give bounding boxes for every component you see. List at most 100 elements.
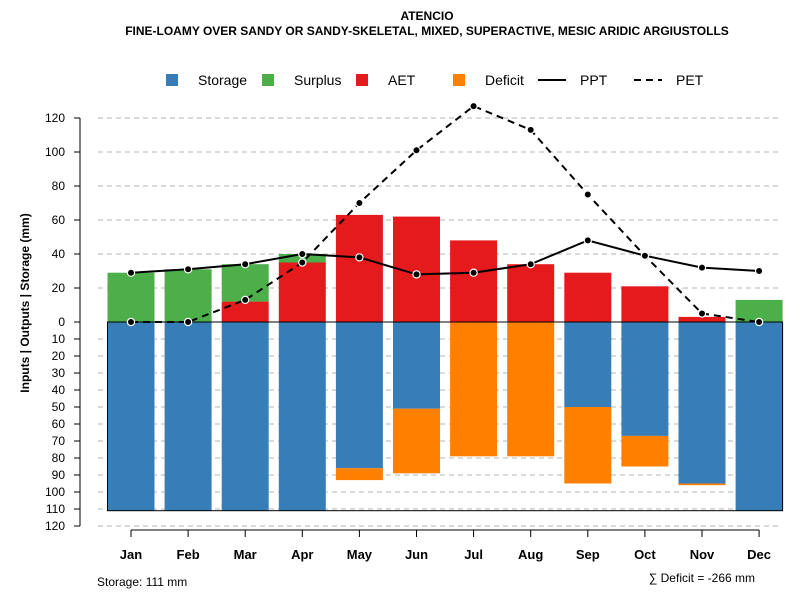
y-tick-label: 110: [46, 502, 65, 516]
y-tick-label: 20: [52, 281, 66, 295]
storage-bar: [678, 322, 726, 484]
legend-swatch-surplus: [262, 74, 274, 86]
y-tick-label: 0: [58, 315, 65, 329]
surplus-bar: [735, 299, 783, 322]
chart-title: ATENCIO: [400, 9, 453, 23]
x-tick-label: Jul: [464, 547, 483, 562]
y-tick-label: 90: [52, 468, 66, 482]
y-tick-label: 60: [52, 417, 66, 431]
x-tick-label: May: [347, 547, 373, 562]
storage-bar: [221, 322, 269, 511]
x-tick-label: Apr: [291, 547, 313, 562]
x-tick-label: Mar: [234, 547, 257, 562]
deficit-bar: [621, 435, 669, 467]
storage-bar: [107, 322, 155, 511]
x-tick-label: Jan: [120, 547, 142, 562]
legend-label-aet: AET: [388, 72, 416, 88]
legend-swatch-aet: [356, 74, 368, 86]
pet-point: [355, 198, 364, 208]
y-tick-label: 100: [45, 485, 65, 499]
ppt-point: [697, 263, 707, 272]
pet-point: [526, 125, 535, 135]
aet-bar: [621, 286, 669, 322]
ppt-point: [526, 260, 535, 269]
storage-bar: [393, 322, 440, 409]
storage-note: Storage: 111 mm: [97, 575, 187, 589]
pet-point: [697, 309, 707, 318]
surplus-bar: [221, 264, 269, 302]
legend-label-storage: Storage: [198, 72, 247, 88]
y-axis-label: Inputs | Outputs | Storage (mm): [18, 213, 32, 392]
storage-bar: [621, 322, 669, 436]
pet-point: [298, 258, 307, 267]
pet-point: [412, 146, 421, 155]
ppt-point: [355, 253, 364, 262]
y-tick-label: 40: [52, 383, 66, 397]
deficit-bar: [507, 322, 555, 457]
deficit-bar: [335, 468, 383, 481]
surplus-bar: [278, 254, 326, 263]
surplus-bar: [107, 272, 155, 322]
ppt-point: [754, 266, 764, 276]
y-tick-label: 80: [52, 179, 66, 193]
aet-bar: [450, 240, 498, 322]
pet-line: [131, 104, 760, 323]
storage-bar: [278, 322, 326, 511]
x-tick-label: Feb: [177, 547, 200, 562]
aet-bar: [678, 316, 726, 322]
pet-point: [240, 295, 250, 305]
y-tick-label: 60: [52, 213, 66, 227]
y-tick-label: 20: [52, 349, 66, 363]
legend-swatch-storage: [166, 74, 178, 86]
legend-label-ppt: PPT: [580, 72, 608, 88]
y-axis: 0 20 40 60 80 100 120 10 20 30 40 50 60 70 80 90 100 110 1…: [45, 111, 81, 533]
legend: Storage Surplus AET Deficit PPT PET: [166, 72, 704, 88]
ppt-point: [640, 251, 650, 260]
y-tick-label: 70: [52, 434, 66, 448]
y-tick-label: 80: [52, 451, 66, 465]
ppt-point: [126, 268, 136, 277]
pet-point: [469, 101, 478, 111]
aet-bar: [507, 264, 555, 322]
ppt-point: [183, 265, 193, 274]
surplus-bar: [164, 269, 212, 322]
aet-bar: [221, 301, 269, 322]
x-axis: Jan Feb Mar Apr May Jun Jul Aug Sep Oct Nov Dec: [120, 529, 771, 562]
x-tick-label: Oct: [634, 547, 656, 562]
bars: [107, 214, 784, 512]
deficit-bar: [393, 408, 440, 474]
ppt-point: [298, 249, 307, 259]
x-tick-label: Aug: [518, 547, 543, 562]
x-tick-label: Sep: [576, 547, 600, 562]
pet-point: [583, 190, 593, 199]
ppt-point: [240, 260, 250, 269]
deficit-bar: [450, 322, 498, 457]
storage-bar: [564, 322, 612, 407]
aet-bar: [278, 262, 326, 322]
storage-bar: [164, 322, 212, 511]
x-tick-label: Dec: [747, 547, 771, 562]
y-tick-label: 120: [45, 519, 65, 533]
deficit-bar: [678, 483, 726, 486]
aet-bar: [564, 272, 612, 322]
pet-point: [754, 317, 764, 327]
storage-bar: [335, 322, 383, 469]
pet-point: [183, 317, 193, 327]
ppt-point: [469, 268, 478, 277]
y-tick-label: 40: [52, 247, 66, 261]
x-tick-label: Nov: [690, 547, 715, 562]
ppt-line: [130, 239, 760, 276]
y-tick-label: 100: [45, 145, 65, 159]
legend-swatch-deficit: [453, 74, 465, 86]
y-tick-label: 50: [52, 400, 66, 414]
deficit-bar: [564, 407, 612, 484]
x-tick-label: Jun: [405, 547, 428, 562]
aet-bar: [335, 214, 383, 322]
chart-subtitle: FINE-LOAMY OVER SANDY OR SANDY-SKELETAL,…: [125, 24, 729, 38]
ppt-point: [583, 236, 593, 245]
deficit-note: ∑ Deficit = -266 mm: [649, 571, 755, 585]
legend-label-surplus: Surplus: [294, 72, 341, 88]
ppt-point: [412, 270, 421, 279]
y-tick-label: 30: [52, 366, 66, 380]
